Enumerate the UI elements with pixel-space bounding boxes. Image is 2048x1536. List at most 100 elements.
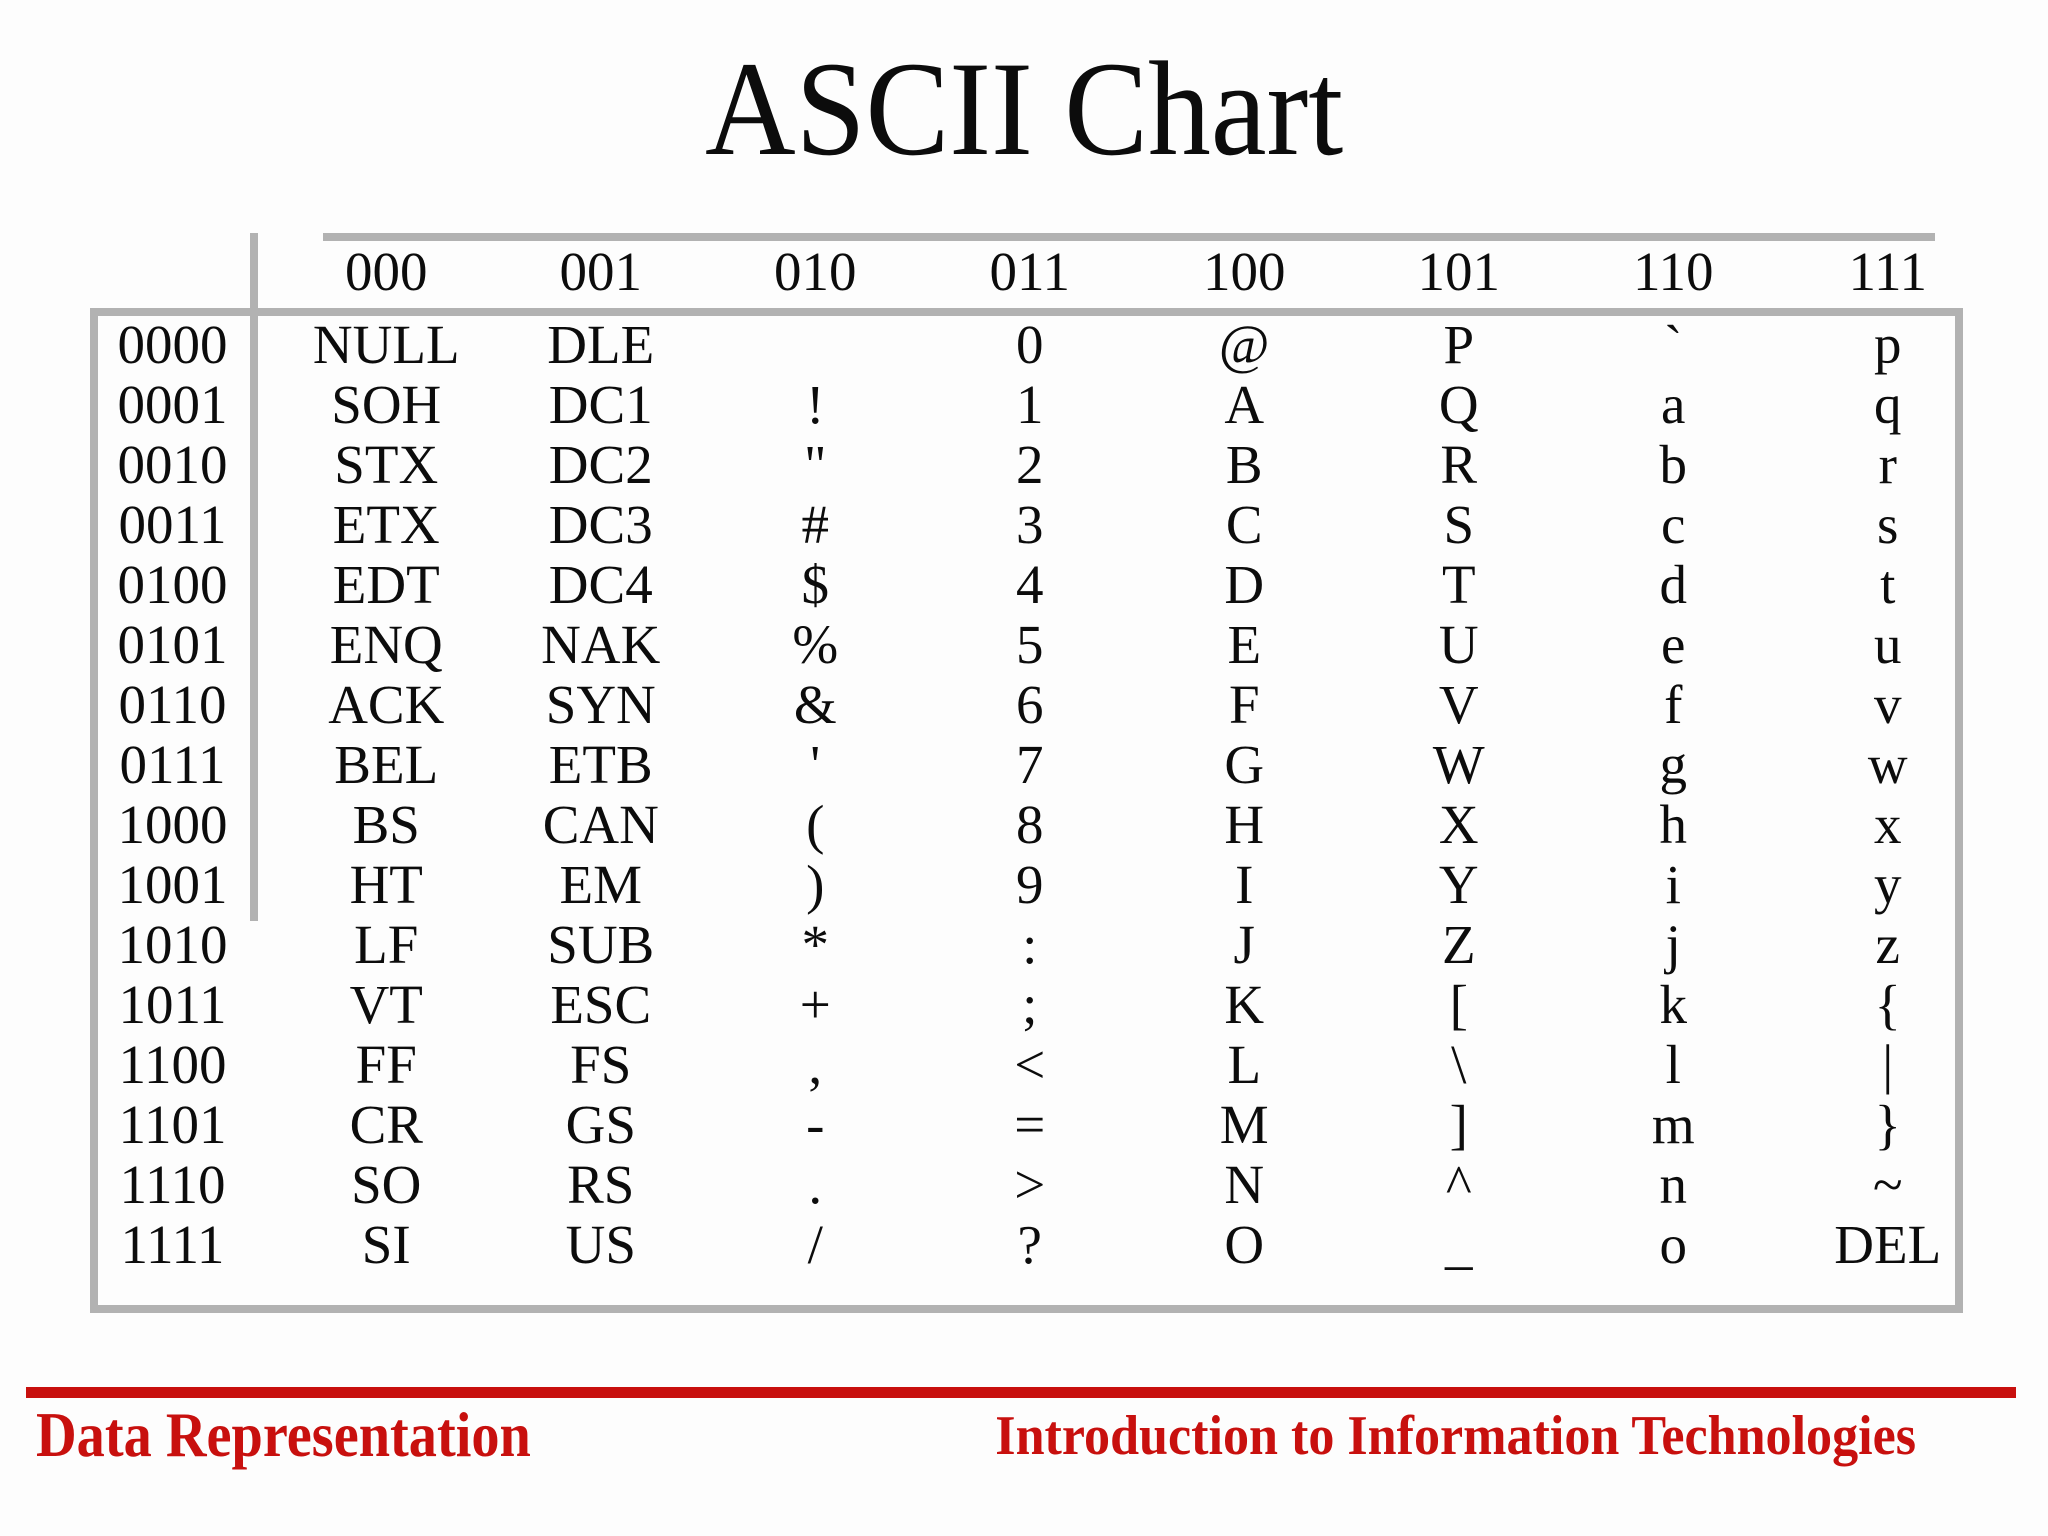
table-cell: = — [1014, 1094, 1046, 1155]
table-cell: . — [808, 1154, 823, 1215]
table-cell: q — [1874, 374, 1902, 435]
row-bits: 0111 — [119, 734, 226, 795]
table-cell: n — [1659, 1154, 1688, 1215]
table-cell: : — [1022, 914, 1038, 975]
table-cell: 9 — [1016, 854, 1044, 915]
table-cell: # — [801, 494, 830, 555]
column-header: 001 — [559, 240, 643, 302]
table-cell: [ — [1449, 974, 1468, 1035]
row-bits: 1011 — [118, 974, 227, 1035]
table-cell: J — [1233, 914, 1255, 975]
table-cell: @ — [1218, 314, 1270, 375]
table-cell: 6 — [1016, 674, 1044, 735]
table-cell: $ — [801, 554, 830, 615]
column-header: 011 — [989, 240, 1070, 302]
table-cell: t — [1880, 554, 1896, 615]
table-top-rule — [323, 233, 1935, 241]
table-body-border — [90, 308, 1963, 1313]
table-cell: O — [1224, 1214, 1265, 1275]
table-cell: | — [1882, 1034, 1894, 1095]
row-bits: 0100 — [117, 554, 228, 615]
table-cell: B — [1225, 434, 1263, 495]
row-bits: 0101 — [117, 614, 228, 675]
table-cell: < — [1014, 1034, 1046, 1095]
table-cell: & — [793, 674, 837, 735]
table-cell: 0 — [1016, 314, 1044, 375]
table-cell: SUB — [547, 914, 655, 975]
column-headers: 000 001 010 011 100 101 110 111 — [279, 238, 1995, 304]
table-cell: VT — [349, 974, 423, 1035]
table-cell: U — [1438, 614, 1479, 675]
page-title-text: ASCII Chart — [704, 35, 1344, 184]
table-cell: r — [1878, 434, 1897, 495]
table-cell: p — [1874, 314, 1902, 375]
table-cell: G — [1224, 734, 1265, 795]
table-cell: 7 — [1016, 734, 1044, 795]
table-cell: W — [1432, 734, 1485, 795]
table-cell: ETB — [548, 734, 653, 795]
footer-right-text: Introduction to Information Technologies — [995, 1405, 1916, 1467]
table-cell: STX — [334, 434, 439, 495]
table-cell: i — [1665, 854, 1681, 915]
table-cell: BS — [352, 794, 420, 855]
column-header: 000 — [345, 240, 428, 302]
table-cell: BEL — [334, 734, 439, 795]
table-cell: C — [1225, 494, 1263, 555]
column-header: 010 — [774, 240, 857, 302]
table-cell: RS — [567, 1154, 635, 1215]
table-cell: Z — [1441, 914, 1476, 975]
table-cell: F — [1228, 674, 1260, 735]
table-cell: } — [1874, 1094, 1901, 1155]
table-cell: ~ — [1872, 1154, 1903, 1215]
table-cell: A — [1224, 374, 1265, 435]
table-cell: NULL — [312, 314, 460, 375]
table-cell: z — [1875, 914, 1900, 975]
table-cell: l — [1665, 1034, 1681, 1095]
table-cell: L — [1227, 1034, 1262, 1095]
footer-right-label: Introduction to Information Technologies — [926, 1404, 1916, 1468]
table-cell: f — [1664, 674, 1683, 735]
table-cell: US — [565, 1214, 636, 1275]
table-cell: LF — [354, 914, 419, 975]
table-cell: x — [1874, 794, 1902, 855]
table-cell: V — [1438, 674, 1479, 735]
table-cell: GS — [565, 1094, 636, 1155]
table-cell: 4 — [1016, 554, 1044, 615]
table-cell: ' — [810, 734, 821, 795]
table-cell: ESC — [550, 974, 652, 1035]
table-cell: c — [1661, 494, 1686, 555]
table-cell: o — [1659, 1214, 1688, 1275]
table-cell: 5 — [1016, 614, 1044, 675]
table-row-header-divider — [250, 233, 258, 921]
table-cell: u — [1874, 614, 1902, 675]
table-cell: ) — [806, 854, 825, 915]
table-cell: P — [1443, 314, 1475, 375]
table-cell: ^ — [1445, 1154, 1472, 1215]
table-cell: ! — [806, 374, 825, 435]
table-cell: CR — [349, 1094, 423, 1155]
table-cell: FF — [355, 1034, 417, 1095]
table-cell: ENQ — [329, 614, 443, 675]
row-headers: 0000 0001 0010 0011 0100 0101 0110 0111 1000 1001… — [90, 315, 255, 1275]
table-cell: ? — [1017, 1214, 1042, 1275]
row-bits: 1111 — [120, 1214, 225, 1275]
row-bits: 1010 — [117, 914, 228, 975]
table-cell: T — [1441, 554, 1476, 615]
table-cell: E — [1227, 614, 1262, 675]
table-cell: e — [1661, 614, 1686, 675]
table-cell: , — [808, 1034, 823, 1095]
row-bits: 1001 — [117, 854, 228, 915]
table-cell: v — [1874, 674, 1902, 735]
table-cell: w — [1867, 734, 1908, 795]
table-cell: % — [792, 614, 839, 675]
table-cell: / — [807, 1214, 823, 1275]
table-cell: m — [1651, 1094, 1695, 1155]
table-cell: Y — [1438, 854, 1479, 915]
table-cell: 3 — [1016, 494, 1044, 555]
table-cell: h — [1659, 794, 1688, 855]
table-cell: 1 — [1016, 374, 1044, 435]
table-cell: X — [1438, 794, 1479, 855]
table-cell: SI — [361, 1214, 411, 1275]
column-header: 111 — [1848, 240, 1927, 302]
